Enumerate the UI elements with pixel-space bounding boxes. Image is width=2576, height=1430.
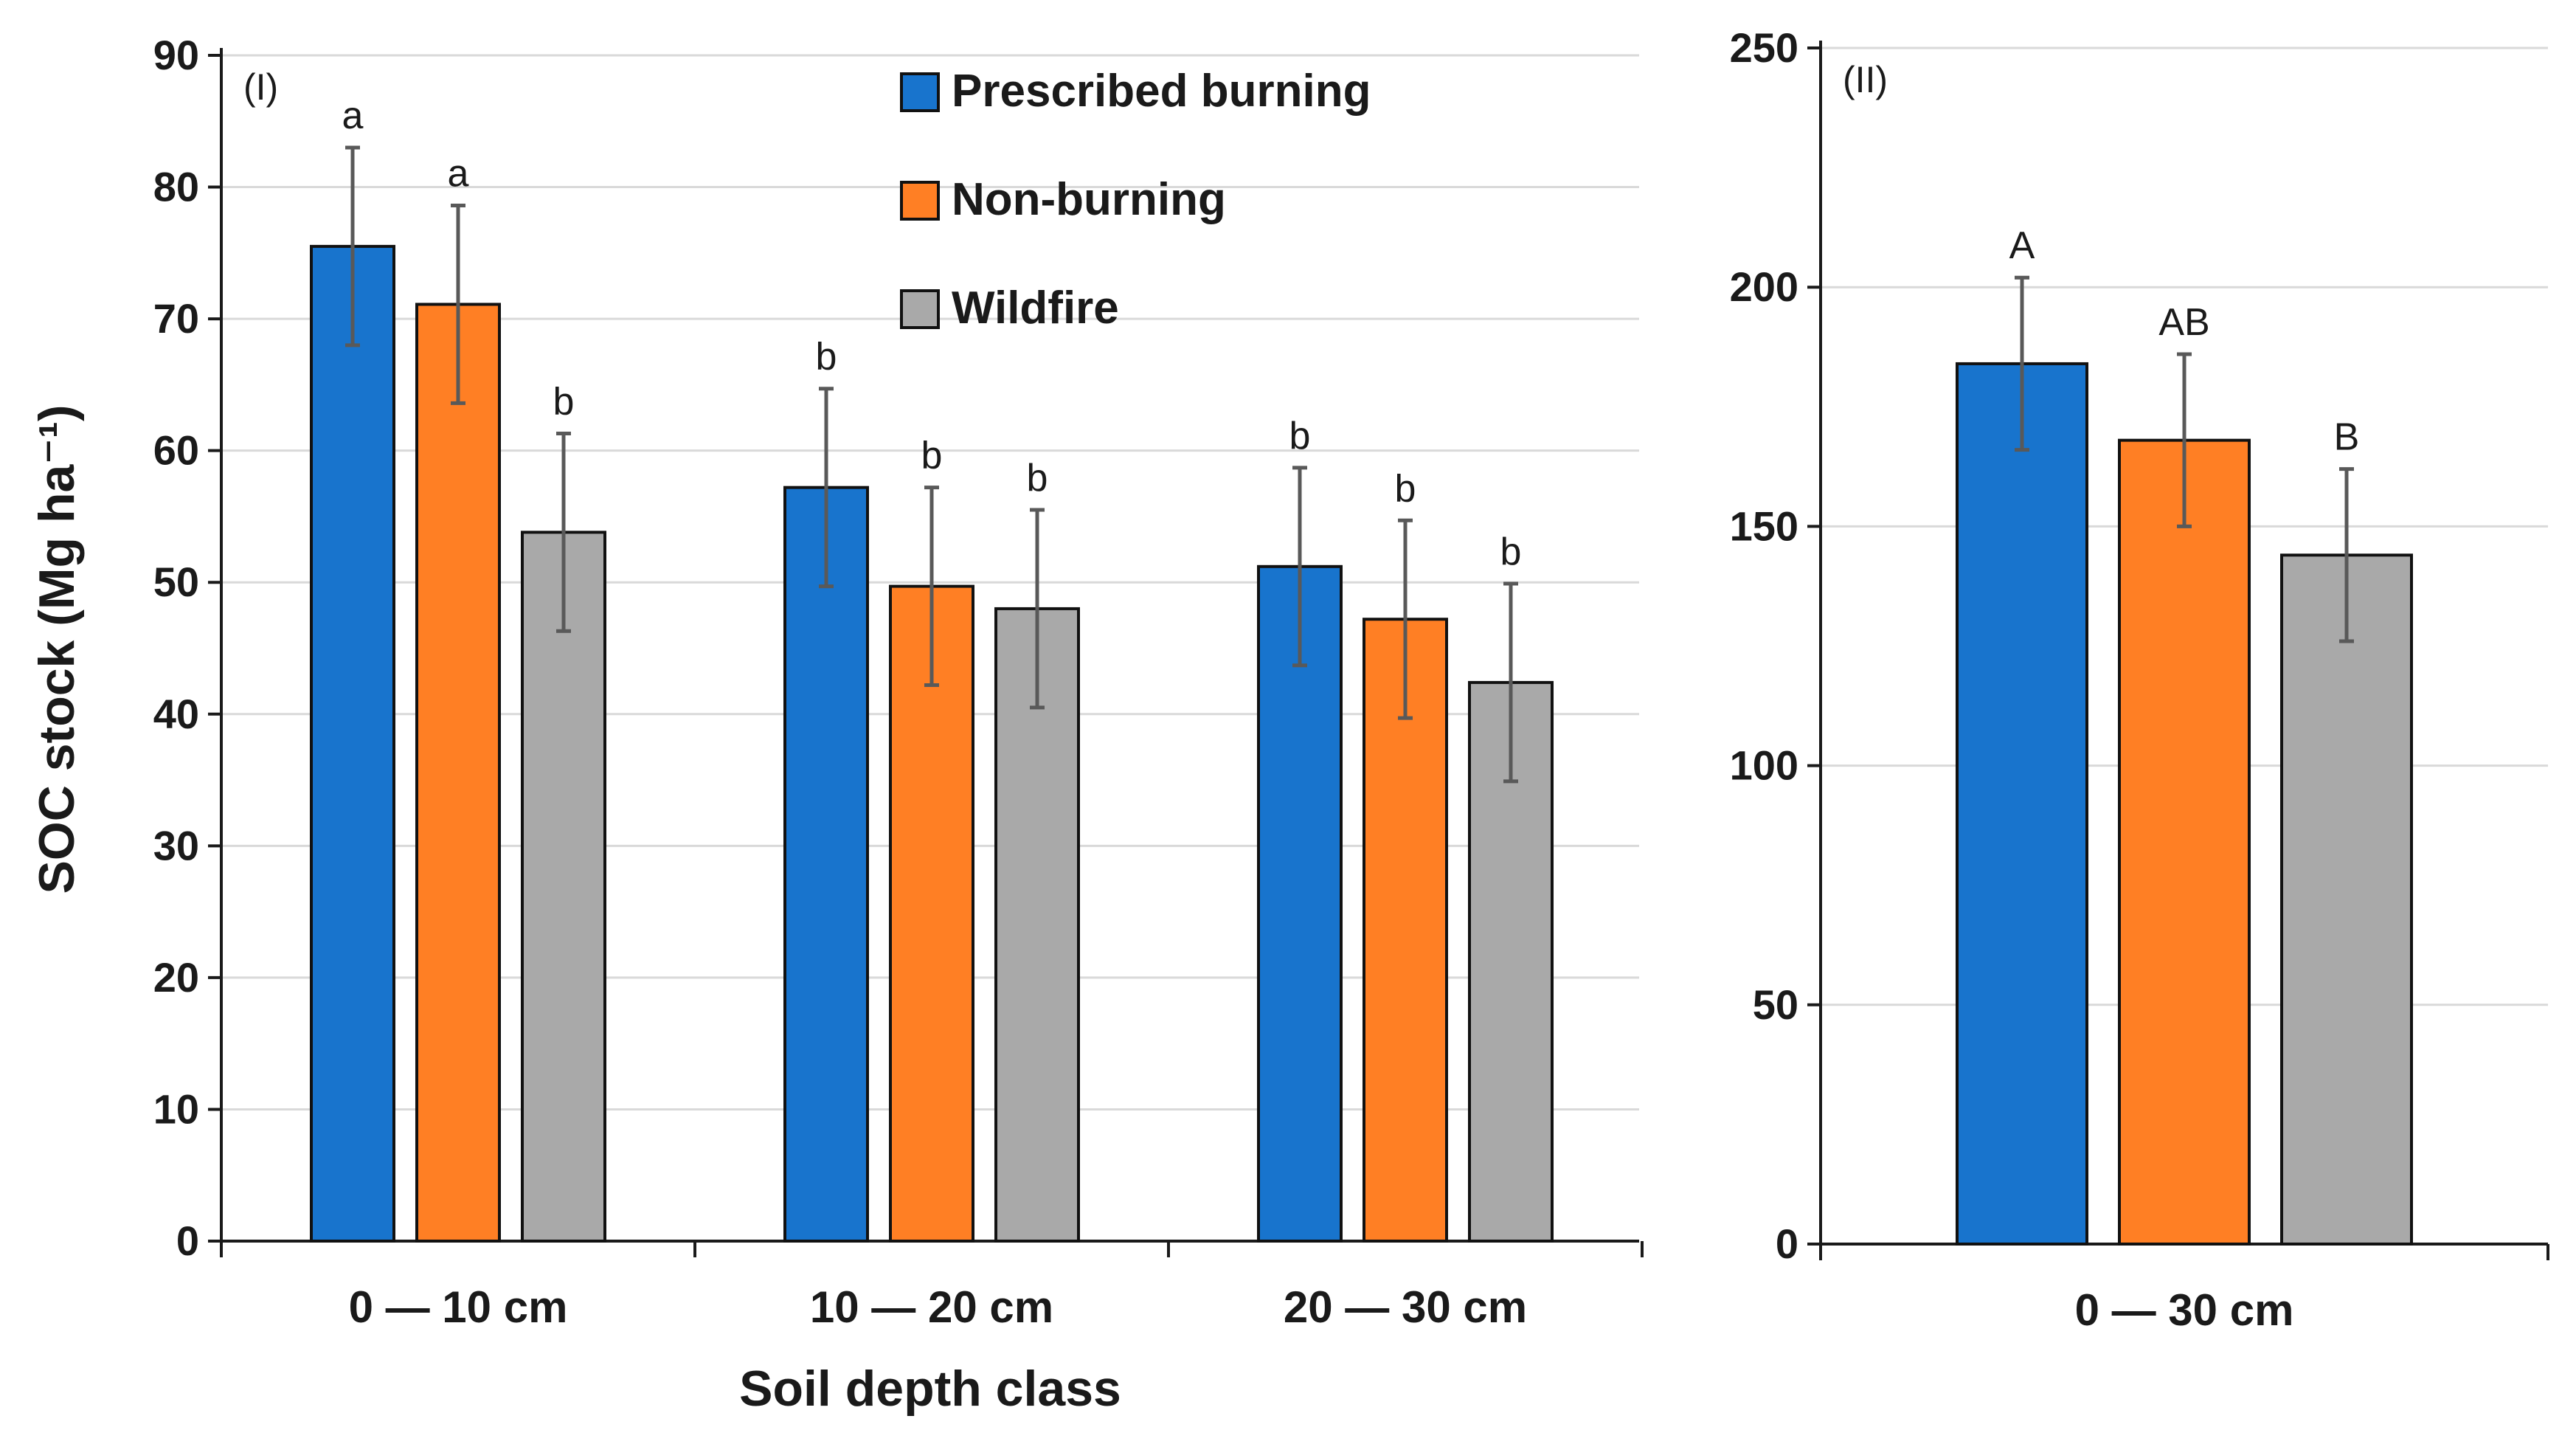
legend-swatch [900,289,940,329]
significance-label: a [448,153,469,196]
y-tick-label: 70 [153,295,199,342]
significance-label: AB [2158,301,2209,344]
significance-label: b [1027,457,1048,500]
y-tick-label: 90 [153,32,199,78]
bar [310,244,395,1243]
legend: Prescribed burning Non-burning Wildfire [900,66,1371,334]
bar [994,607,1080,1243]
bar [415,303,501,1243]
bar [2280,553,2413,1246]
y-tick-label: 40 [153,691,199,737]
y-tick-label: 0 [1776,1220,1798,1267]
y-tick-label: 200 [1730,263,1798,310]
x-tick-label: 0 — 10 cm [349,1282,568,1332]
y-tick-label: 80 [153,164,199,210]
bar [1956,362,2088,1246]
legend-label: Wildfire [952,283,1119,334]
bar [1363,618,1448,1243]
x-axis-title: Soil depth class [739,1361,1121,1417]
y-tick-label: 250 [1730,24,1798,71]
significance-label: b [553,380,575,423]
significance-label: b [1500,531,1522,573]
y-tick-label: 20 [153,954,199,1001]
x-tick-label: 0 — 30 cm [2075,1285,2294,1335]
significance-label: a [342,94,364,137]
significance-label: b [816,336,837,379]
panel-1-group: 0 10 20 30 40 50 60 70 80 90 a a b 0 — 10 cm b b b 10 — 2… [153,32,1644,1417]
significance-label: b [921,435,943,477]
y-tick-label: 0 [176,1217,199,1264]
y-tick-label: 150 [1730,502,1798,549]
bar [2118,438,2251,1246]
panel-label: (I) [243,66,278,108]
y-tick-label: 100 [1730,742,1798,789]
y-tick-label: 10 [153,1085,199,1132]
significance-label: b [1289,415,1311,457]
y-tick-label: 50 [153,559,199,605]
x-tick-label: 10 — 20 cm [810,1282,1053,1332]
bar [783,486,869,1243]
legend-swatch [900,181,940,221]
y-tick-label: 50 [1753,981,1798,1028]
x-tick-label: 20 — 30 cm [1284,1282,1527,1332]
significance-label: B [2334,416,2360,459]
panel-2-group: 0 50 100 150 200 250 A AB B 0 — 30 cm (II) [1730,24,2549,1335]
legend-swatch [900,72,940,112]
significance-label: b [1395,467,1416,510]
legend-label: Prescribed burning [952,66,1371,117]
legend-label: Non-burning [952,174,1226,225]
y-axis-title: SOC stock (Mg ha⁻¹) [29,404,85,894]
significance-label: A [2009,224,2035,267]
y-tick-label: 60 [153,427,199,474]
y-tick-label: 30 [153,822,199,868]
bar [1257,564,1343,1243]
panel-label: (II) [1843,59,1888,100]
bar [521,531,606,1243]
